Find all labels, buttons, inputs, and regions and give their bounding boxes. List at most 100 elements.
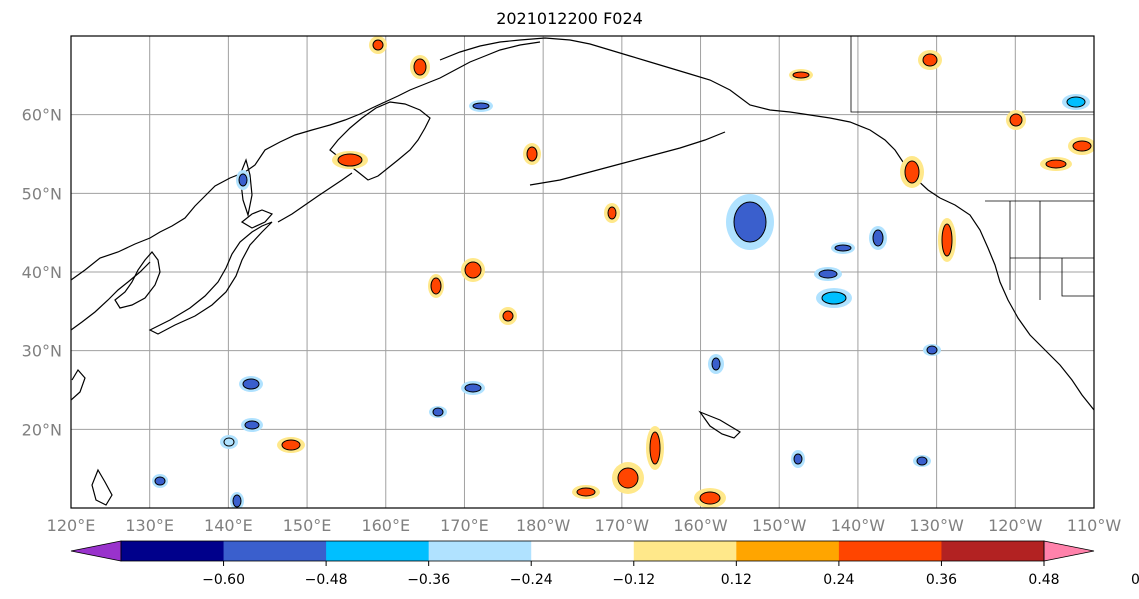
negative-anomaly-blob xyxy=(152,474,168,488)
colorbar-extend-high xyxy=(1043,540,1095,562)
positive-anomaly-blob xyxy=(410,55,430,79)
longitude-labels: 120°E 130°E 140°E 150°E 160°E 170°E 180°W 170°W… xyxy=(47,516,1122,535)
contour-features xyxy=(152,36,1094,508)
lon-label: 130°W xyxy=(909,516,964,535)
positive-anomaly-blob xyxy=(428,274,444,298)
lon-label: 130°E xyxy=(125,516,174,535)
colorbar-segment xyxy=(121,541,225,561)
coastline-bering-alaska xyxy=(439,37,941,199)
colorbar-segment xyxy=(223,541,327,561)
colorbar-tick-label: −0.12 xyxy=(612,572,655,588)
colorbar-tick-label: 0.24 xyxy=(823,572,854,588)
positive-anomaly-blob xyxy=(369,36,387,54)
coastline-hawaii xyxy=(698,410,741,439)
positive-anomaly-blob xyxy=(1006,110,1026,130)
colorbar-segment xyxy=(736,541,840,561)
latitude-labels: 60°N 50°N 40°N 30°N 20°N xyxy=(22,106,62,440)
positive-anomaly-blob xyxy=(1040,157,1072,171)
colorbar-segment xyxy=(941,541,1045,561)
coastline-east-asia xyxy=(71,41,541,281)
negative-anomaly-blob xyxy=(461,381,485,395)
positive-anomaly-blob xyxy=(499,307,517,325)
positive-anomaly-blob xyxy=(604,203,620,223)
lat-label: 20°N xyxy=(22,420,62,439)
lon-label: 140°W xyxy=(831,516,886,535)
negative-anomaly-blob xyxy=(913,455,931,467)
negative-anomaly-blob xyxy=(831,242,855,254)
colorbar-segment xyxy=(633,541,737,561)
coastline-kuril-islands xyxy=(277,172,353,223)
colorbar-tick-label: −0.60 xyxy=(202,572,245,588)
positive-anomaly-blob xyxy=(461,258,485,282)
map-title: 2021012200 F024 xyxy=(496,9,643,28)
coastline-japan xyxy=(148,221,273,335)
colorbar-tick-label: −0.36 xyxy=(407,572,450,588)
coastline-taiwan-philippines xyxy=(71,368,113,506)
negative-anomaly-blob xyxy=(230,492,244,508)
lon-label: 150°E xyxy=(283,516,332,535)
coastline-hokkaido xyxy=(240,209,274,229)
negative-anomaly-blob xyxy=(469,100,493,112)
colorbar-segment xyxy=(326,541,430,561)
lon-label: 170°E xyxy=(440,516,489,535)
negative-anomaly-blob xyxy=(869,226,887,250)
colorbar-tick-label: 0.48 xyxy=(1028,572,1059,588)
lat-label: 50°N xyxy=(22,184,62,203)
lon-label: 160°W xyxy=(673,516,728,535)
colorbar-segment xyxy=(838,541,942,561)
lat-label: 40°N xyxy=(22,263,62,282)
border-us-states xyxy=(1009,201,1094,300)
positive-anomaly-blob xyxy=(1068,137,1094,155)
positive-anomaly-blob xyxy=(938,218,956,262)
lon-label: 170°W xyxy=(595,516,650,535)
negative-anomaly-blob xyxy=(816,288,852,308)
lon-label: 120°W xyxy=(988,516,1043,535)
lat-label: 30°N xyxy=(22,342,62,361)
coastline-sakhalin xyxy=(239,158,253,218)
negative-anomaly-blob xyxy=(814,267,842,281)
positive-anomaly-blob xyxy=(918,50,942,70)
lat-label: 60°N xyxy=(22,106,62,125)
colorbar-tick-label: 0.12 xyxy=(721,572,752,588)
positive-anomaly-blob xyxy=(694,488,726,508)
map-panel xyxy=(70,35,1095,509)
colorbar-outline xyxy=(120,540,1045,562)
coastline-north-america xyxy=(939,197,1094,411)
positive-anomaly-blob xyxy=(572,485,600,499)
colorbar-tick-label: −0.24 xyxy=(510,572,553,588)
negative-anomaly-blob xyxy=(220,435,238,449)
coastlines xyxy=(71,37,1094,506)
colorbar: −0.60 −0.48 −0.36 −0.24 −0.12 0.12 0.24 0.36 0.4… xyxy=(70,540,1139,588)
positive-anomaly-blob xyxy=(332,151,368,169)
colorbar-tick-label: −0.48 xyxy=(305,572,348,588)
negative-anomaly-blob xyxy=(239,376,263,392)
lon-label: 120°E xyxy=(47,516,96,535)
negative-anomaly-blob xyxy=(1062,94,1090,110)
positive-anomaly-blob xyxy=(789,69,813,81)
colorbar-segment xyxy=(531,541,635,561)
negative-anomaly-blob xyxy=(236,170,250,190)
negative-anomaly-blob xyxy=(726,194,774,250)
lon-label: 160°E xyxy=(361,516,410,535)
lon-label: 110°W xyxy=(1067,516,1122,535)
colorbar-segment xyxy=(428,541,532,561)
negative-anomaly-blob xyxy=(923,344,941,356)
positive-anomaly-blob xyxy=(646,426,664,470)
gridlines xyxy=(71,36,1094,508)
colorbar-tick-label: 0.60 xyxy=(1131,572,1139,588)
negative-anomaly-blob xyxy=(708,354,724,374)
map-frame xyxy=(70,35,1095,509)
positive-anomaly-blob xyxy=(523,143,541,165)
coastline-aleutians xyxy=(529,131,726,186)
negative-anomaly-blob xyxy=(429,406,447,418)
lon-label: 150°W xyxy=(752,516,807,535)
positive-anomaly-blob xyxy=(900,156,924,188)
lon-label: 140°E xyxy=(204,516,253,535)
positive-anomaly-blob xyxy=(612,462,644,494)
negative-anomaly-blob xyxy=(241,418,263,432)
lon-label: 180°W xyxy=(516,516,571,535)
positive-anomaly-blob xyxy=(277,437,305,453)
colorbar-extend-low xyxy=(70,540,122,562)
coastline-kamchatka xyxy=(329,101,431,181)
